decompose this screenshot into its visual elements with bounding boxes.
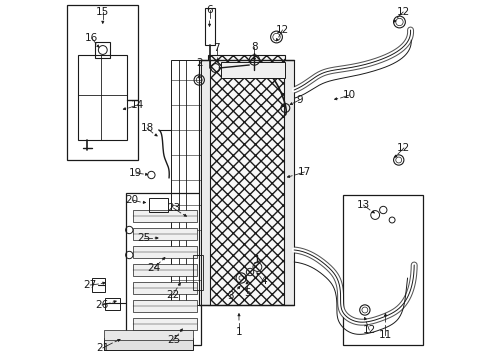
Bar [125,193,200,345]
Text: 7: 7 [213,43,220,53]
Text: 5: 5 [243,288,250,298]
Bar [133,210,197,222]
Text: 25: 25 [166,335,180,345]
Bar [103,338,193,350]
Text: 10: 10 [342,90,355,100]
Text: 25: 25 [137,233,150,243]
Text: 16: 16 [85,33,98,43]
Text: 13: 13 [356,200,369,210]
Text: 27: 27 [83,280,97,290]
Bar [342,195,422,345]
Bar [204,8,215,45]
Text: 19: 19 [129,168,142,178]
Text: 22: 22 [166,290,179,300]
Bar [199,60,209,305]
Text: 3: 3 [226,291,233,301]
Text: 11: 11 [378,330,391,340]
Bar [133,318,197,330]
Bar [133,282,197,294]
Text: 24: 24 [147,263,161,273]
Bar [105,298,120,310]
Bar [207,55,285,305]
Text: 12: 12 [362,325,375,335]
Text: 8: 8 [251,42,257,52]
Bar [193,255,203,290]
Bar [284,60,294,305]
Bar [133,300,197,312]
Bar [171,60,200,305]
Text: 4: 4 [260,276,266,286]
Text: 20: 20 [125,195,139,205]
Text: 18: 18 [140,123,153,133]
Text: 1: 1 [235,327,242,337]
Text: 12: 12 [396,7,409,17]
Text: 12: 12 [396,143,409,153]
Text: 12: 12 [275,25,288,35]
Bar [66,5,138,160]
Text: 2: 2 [196,58,202,68]
Text: 26: 26 [95,300,108,310]
Text: 6: 6 [206,5,212,15]
Text: 23: 23 [166,203,180,213]
Text: 17: 17 [297,167,310,177]
Text: 21: 21 [96,343,109,353]
Bar [133,228,197,240]
Bar [220,62,285,78]
Text: 15: 15 [96,7,109,17]
Bar [103,330,193,340]
Bar [92,278,105,292]
Bar [149,198,167,212]
Text: 14: 14 [130,100,143,110]
Text: 9: 9 [295,95,302,105]
Bar [133,246,197,258]
Bar [78,55,127,140]
Bar [133,264,197,276]
Bar [95,42,110,58]
